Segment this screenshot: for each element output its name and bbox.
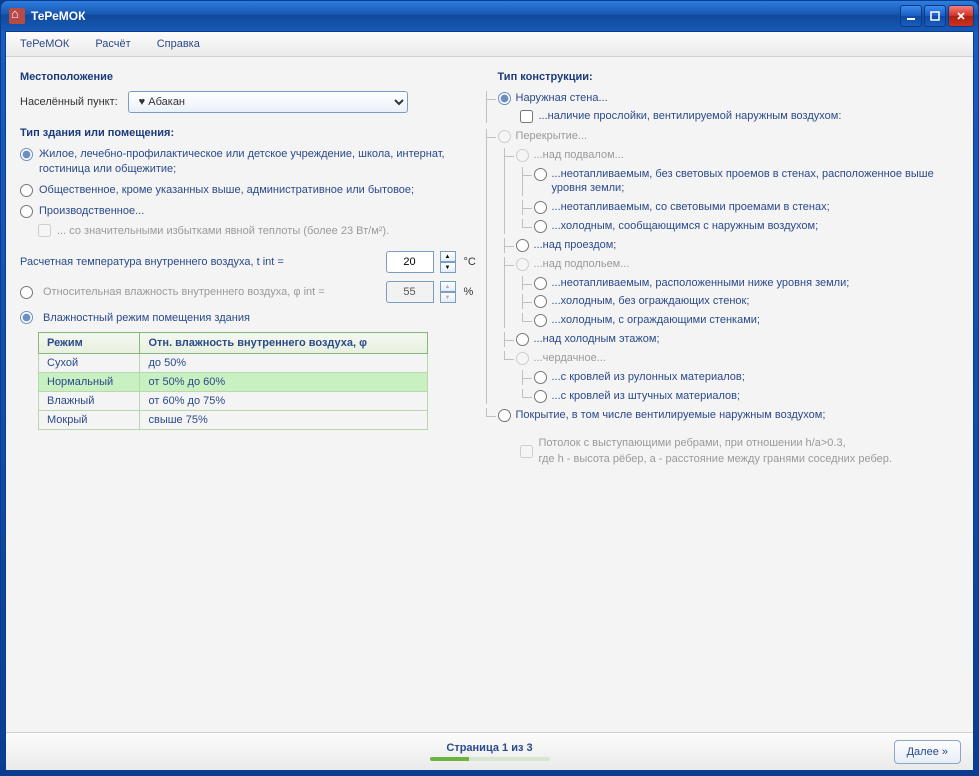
footer: Страница 1 из 3 Далее » (6, 732, 973, 770)
humidity-rel-radio[interactable] (20, 286, 33, 299)
basement-child-0-label[interactable]: ...неотапливаемым, без световых проемов … (552, 167, 964, 197)
temp-unit: °C (464, 256, 482, 268)
temp-label: Расчетная температура внутреннего воздух… (20, 256, 378, 268)
temp-down[interactable]: ▼ (440, 262, 456, 273)
underfloor-child-1-label[interactable]: ...холодным, без ограждающих стенок; (552, 294, 750, 309)
basement-child-1-label[interactable]: ...неотапливаемым, со световыми проемами… (552, 200, 830, 215)
building-label-2[interactable]: Производственное... (39, 204, 144, 219)
footnote-line1: Потолок с выступающими ребрами, при отно… (539, 437, 846, 449)
ceiling-label: Перекрытие... (516, 129, 588, 144)
maximize-button[interactable] (924, 5, 946, 27)
next-button[interactable]: Далее » (894, 740, 961, 764)
page-progress (430, 757, 550, 761)
page-label: Страница 1 из 3 (430, 742, 550, 754)
menubar: ТеРеМОК Расчёт Справка (6, 32, 973, 57)
menu-calc[interactable]: Расчёт (91, 36, 134, 52)
content: Местоположение Населённый пункт: ♥ Абака… (6, 57, 973, 732)
table-header-0: Режим (39, 333, 140, 354)
humidity-table: Режим Отн. влажность внутреннего воздуха… (38, 332, 428, 430)
humidity-rel-label[interactable]: Относительная влажность внутреннего возд… (43, 286, 378, 298)
city-select[interactable]: ♥ Абакан (128, 91, 408, 113)
construction-title: Тип конструкции: (494, 71, 964, 83)
attic-child-0-label[interactable]: ...с кровлей из рулонных материалов; (552, 370, 745, 385)
humidity-mode-radio[interactable] (20, 311, 33, 324)
humidity-up: ▲ (440, 281, 456, 292)
app-icon (9, 8, 25, 24)
left-column: Местоположение Населённый пункт: ♥ Абака… (16, 71, 486, 728)
table-header-1: Отн. влажность внутреннего воздуха, φ (140, 333, 428, 354)
building-title: Тип здания или помещения: (16, 127, 486, 139)
menu-teremok[interactable]: ТеРеМОК (16, 36, 73, 52)
humidity-mode-label[interactable]: Влажностный режим помещения здания (43, 312, 482, 324)
city-label: Населённый пункт: (20, 96, 118, 108)
minimize-button[interactable] (900, 5, 922, 27)
window-title: ТеРеМОК (31, 9, 900, 23)
building-radio-1[interactable] (20, 184, 33, 197)
attic-child-0-radio[interactable] (534, 371, 547, 384)
building-radio-0[interactable] (20, 148, 33, 161)
attic-child-1-radio[interactable] (534, 390, 547, 403)
construction-tree: Наружная стена... ...наличие прослойки, … (498, 91, 964, 422)
over-cold-floor-radio[interactable] (516, 333, 529, 346)
over-passage-radio[interactable] (516, 239, 529, 252)
heat-excess-label: ... со значительными избытками явной теп… (57, 225, 389, 237)
page-indicator: Страница 1 из 3 (430, 742, 550, 761)
underfloor-child-2-radio[interactable] (534, 314, 547, 327)
underfloor-child-0-radio[interactable] (534, 277, 547, 290)
footnote-line2: где h - высота рёбер, a - расстояние меж… (539, 453, 892, 465)
building-label-0[interactable]: Жилое, лечебно-профилактическое или детс… (39, 147, 480, 177)
right-column: Тип конструкции: Наружная стена... ...на… (494, 71, 964, 728)
wall-vent-label[interactable]: ...наличие прослойки, вентилируемой нару… (539, 110, 842, 122)
table-row: Сухойдо 50% (39, 354, 428, 373)
client-area: ТеРеМОК Расчёт Справка Местоположение На… (5, 31, 974, 771)
over-basement-radio (516, 149, 529, 162)
over-basement-label: ...над подвалом... (534, 148, 624, 163)
wall-vent-check[interactable] (520, 110, 533, 123)
humidity-unit: % (464, 286, 482, 298)
titlebar[interactable]: ТеРеМОК (1, 1, 978, 31)
table-row: Мокрыйсвыше 75% (39, 411, 428, 430)
over-underfloor-radio (516, 258, 529, 271)
wall-radio[interactable] (498, 92, 511, 105)
building-radio-2[interactable] (20, 205, 33, 218)
over-passage-label[interactable]: ...над проездом; (534, 238, 617, 253)
table-row: Влажныйот 60% до 75% (39, 392, 428, 411)
main-window: ТеРеМОК ТеРеМОК Расчёт Справка Местополо… (0, 0, 979, 776)
temp-input[interactable] (386, 251, 434, 273)
basement-child-0-radio[interactable] (534, 168, 547, 181)
attic-label: ...чердачное... (534, 351, 606, 366)
menu-help[interactable]: Справка (153, 36, 204, 52)
footnote: Потолок с выступающими ребрами, при отно… (520, 436, 960, 467)
covering-label[interactable]: Покрытие, в том числе вентилируемые нару… (516, 408, 826, 423)
basement-child-2-radio[interactable] (534, 220, 547, 233)
building-label-1[interactable]: Общественное, кроме указанных выше, адми… (39, 183, 414, 198)
covering-radio[interactable] (498, 409, 511, 422)
humidity-down: ▼ (440, 292, 456, 303)
humidity-input (386, 281, 434, 303)
ceiling-radio (498, 130, 511, 143)
heat-excess-check (38, 224, 51, 237)
attic-child-1-label[interactable]: ...с кровлей из штучных материалов; (552, 389, 741, 404)
basement-child-2-label[interactable]: ...холодным, сообщающимся с наружным воз… (552, 219, 819, 234)
table-row: Нормальныйот 50% до 60% (39, 373, 428, 392)
temp-up[interactable]: ▲ (440, 251, 456, 262)
underfloor-child-0-label[interactable]: ...неотапливаемым, расположенными ниже у… (552, 276, 850, 291)
over-underfloor-label: ...над подпольем... (534, 257, 630, 272)
basement-child-1-radio[interactable] (534, 201, 547, 214)
underfloor-child-2-label[interactable]: ...холодным, с ограждающими стенками; (552, 313, 760, 328)
attic-radio (516, 352, 529, 365)
footnote-check (520, 436, 533, 467)
underfloor-child-1-radio[interactable] (534, 295, 547, 308)
wall-label[interactable]: Наружная стена... (516, 91, 608, 106)
location-title: Местоположение (16, 71, 486, 83)
over-cold-floor-label[interactable]: ...над холодным этажом; (534, 332, 660, 347)
close-button[interactable] (948, 5, 974, 27)
